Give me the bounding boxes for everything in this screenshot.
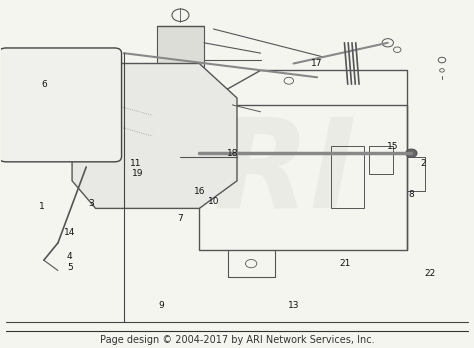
Bar xyxy=(157,25,204,95)
Text: 4: 4 xyxy=(67,252,73,261)
Text: 2: 2 xyxy=(420,159,426,168)
Text: 3: 3 xyxy=(88,199,94,208)
Text: 11: 11 xyxy=(130,159,141,168)
Text: 18: 18 xyxy=(227,149,238,158)
Bar xyxy=(331,146,364,208)
Text: 7: 7 xyxy=(178,214,183,223)
Text: 21: 21 xyxy=(340,259,351,268)
Text: 8: 8 xyxy=(409,190,414,199)
Text: 16: 16 xyxy=(193,187,205,196)
Circle shape xyxy=(406,149,417,157)
Text: 22: 22 xyxy=(425,269,436,278)
PathPatch shape xyxy=(72,63,237,208)
Text: 6: 6 xyxy=(41,80,46,89)
Text: ARI: ARI xyxy=(117,113,357,235)
Text: 13: 13 xyxy=(288,301,299,309)
Text: 9: 9 xyxy=(159,301,164,309)
Text: 1: 1 xyxy=(38,202,44,211)
Text: 19: 19 xyxy=(132,169,144,179)
Bar xyxy=(369,146,392,174)
Text: 10: 10 xyxy=(208,197,219,206)
FancyBboxPatch shape xyxy=(0,48,121,162)
Bar xyxy=(48,119,96,140)
Bar xyxy=(199,105,407,250)
Bar xyxy=(20,81,58,115)
Text: 5: 5 xyxy=(67,263,73,271)
Text: 14: 14 xyxy=(64,228,75,237)
Text: 17: 17 xyxy=(311,59,323,68)
Text: 15: 15 xyxy=(387,142,398,151)
Text: Page design © 2004-2017 by ARI Network Services, Inc.: Page design © 2004-2017 by ARI Network S… xyxy=(100,335,374,345)
